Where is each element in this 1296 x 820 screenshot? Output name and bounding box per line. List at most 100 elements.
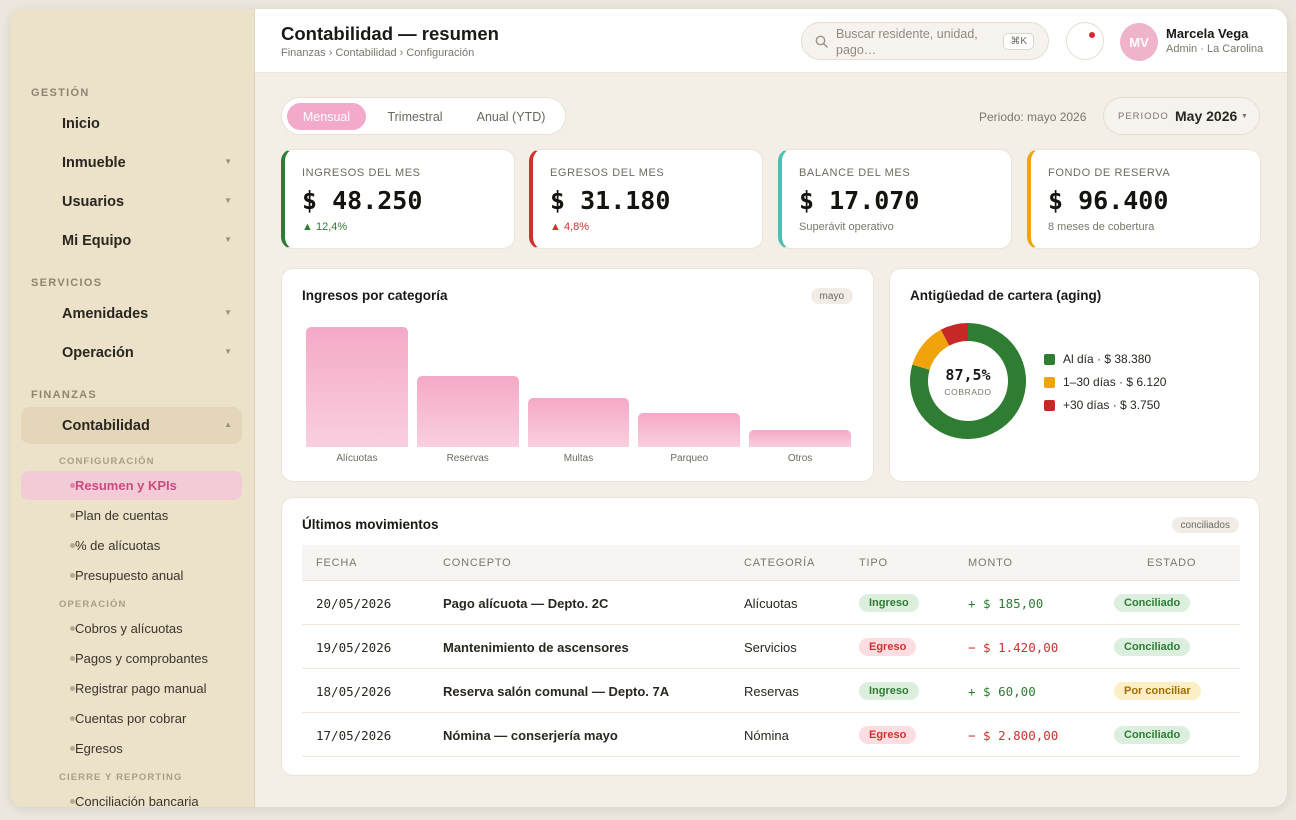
bar-labels: Alícuotas Reservas Multas Parqueo Otros — [306, 453, 851, 467]
donut-slice-2 — [940, 323, 968, 346]
bar-plot-area — [306, 327, 851, 447]
kpi-label: FONDO DE RESERVA — [1048, 167, 1171, 179]
bar-4 — [749, 430, 851, 447]
kpi-trend: ▲ 4,8% — [550, 221, 589, 233]
type-badge: Ingreso — [859, 682, 919, 700]
tab-mensual[interactable]: Mensual — [287, 103, 366, 130]
subsection-title-cierre: CIERRE Y REPORTING — [59, 772, 183, 783]
donut-center-label: COBRADO — [944, 387, 992, 397]
bar-1 — [416, 376, 519, 447]
donut-slice-0 — [910, 323, 1026, 439]
kpi-card-egresos: EGRESOS DEL MES $ 31.180 ▲ 4,8% — [529, 149, 763, 249]
cell-concepto: Nómina — conserjería mayo — [443, 728, 618, 743]
chevron-down-icon: ▼ — [224, 235, 232, 244]
bar-0 — [306, 327, 408, 447]
kpi-card-ingresos: INGRESOS DEL MES $ 48.250 ▲ 12,4% — [281, 149, 515, 249]
movements-card: Últimos movimientos conciliados FECHA CO… — [281, 497, 1260, 776]
donut-slice-1 — [912, 329, 950, 370]
table-header: FECHA CONCEPTO CATEGORÍA TIPO MONTO ESTA… — [302, 545, 1240, 581]
sidebar-subitem-plan-de-cuentas[interactable]: Plan de cuentas — [21, 501, 242, 530]
sidebar-item-label: Contabilidad — [62, 417, 150, 434]
trend-up-icon: ▲ — [550, 221, 561, 233]
sidebar-item-label: Operación — [62, 344, 134, 361]
chevron-down-icon: ▼ — [224, 347, 232, 356]
cell-fecha: 20/05/2026 — [316, 596, 392, 611]
sidebar-subitem-label: Plan de cuentas — [75, 508, 169, 523]
notifications-button[interactable] — [1066, 22, 1104, 60]
sidebar-subitem-presupuesto[interactable]: Presupuesto anual — [21, 561, 242, 590]
kpi-value: $ 96.400 — [1048, 186, 1169, 215]
chevron-up-icon: ▲ — [224, 420, 232, 429]
income-chart-card: Ingresos por categoría mayo Alícuotas Res… — [281, 268, 874, 482]
cell-concepto: Pago alícuota — Depto. 2C — [443, 596, 609, 611]
donut-center-value: 87,5% — [945, 366, 991, 384]
user-role: Admin · La Carolina — [1166, 43, 1264, 55]
section-title-gestion: GESTIÓN — [31, 87, 90, 99]
tab-trimestral[interactable]: Trimestral — [387, 109, 443, 124]
shortcut-hint: ⌘K — [1003, 33, 1034, 50]
card-title: Ingresos por categoría — [302, 288, 448, 303]
search-input[interactable]: Buscar residente, unidad, pago… ⌘K — [801, 22, 1049, 60]
period-select[interactable]: PERIODO May 2026 ▼ — [1103, 97, 1260, 135]
sidebar-item-usuarios[interactable]: Usuarios ▼ — [21, 183, 242, 220]
sidebar-item-label: Mi Equipo — [62, 232, 132, 249]
tab-anual[interactable]: Anual (YTD) — [476, 109, 546, 124]
sidebar: GESTIÓN Inicio Inmueble ▼ Usuarios ▼ Mi Eq… — [10, 9, 255, 807]
table-row[interactable]: 19/05/2026 Mantenimiento de ascensores Ser… — [302, 625, 1240, 669]
chevron-down-icon: ▼ — [1241, 113, 1248, 120]
sidebar-subitem-cobros[interactable]: Cobros y alícuotas — [21, 614, 242, 643]
sidebar-item-mi-equipo[interactable]: Mi Equipo ▼ — [21, 222, 242, 259]
search-icon — [815, 35, 828, 48]
app-window: GESTIÓN Inicio Inmueble ▼ Usuarios ▼ Mi Eq… — [10, 9, 1287, 807]
page-title: Contabilidad — resumen — [281, 23, 499, 44]
bullet-icon — [70, 626, 75, 631]
period-chip: mayo — [810, 288, 853, 304]
kpi-trend-value: 12,4% — [315, 221, 348, 233]
sidebar-item-operacion[interactable]: Operación ▼ — [21, 334, 242, 371]
sidebar-subitem-pagos[interactable]: Pagos y comprobantes — [21, 644, 242, 673]
bullet-icon — [70, 513, 75, 518]
legend-swatch — [1044, 376, 1055, 388]
legend-swatch — [1044, 399, 1055, 411]
search-placeholder: Buscar residente, unidad, pago… — [836, 27, 978, 57]
table-row[interactable]: 17/05/2026 Nómina — conserjería mayo Nómin… — [302, 713, 1240, 757]
notification-dot-icon — [1089, 32, 1095, 38]
sidebar-subitem-alicuotas[interactable]: % de alícuotas — [21, 531, 242, 560]
sidebar-subitem-egresos[interactable]: Egresos — [21, 734, 242, 763]
table-row[interactable]: 18/05/2026 Reserva salón comunal — Depto.… — [302, 669, 1240, 713]
sidebar-item-inicio[interactable]: Inicio — [21, 105, 242, 142]
sidebar-subitem-resumen[interactable]: Resumen y KPIs — [21, 471, 242, 500]
card-title: Últimos movimientos — [302, 517, 439, 532]
period-select-label: PERIODO — [1118, 111, 1169, 122]
kpi-label: BALANCE DEL MES — [799, 167, 911, 179]
status-badge: Por conciliar — [1114, 682, 1201, 700]
bar-label: Parqueo — [670, 453, 709, 464]
bullet-icon — [70, 573, 75, 578]
sidebar-item-inmueble[interactable]: Inmueble ▼ — [21, 144, 242, 181]
kpi-card-balance: BALANCE DEL MES $ 17.070 Superávit opera… — [778, 149, 1012, 249]
bar-label: Multas — [563, 453, 594, 464]
kpi-card-fondo-reserva: FONDO DE RESERVA $ 96.400 8 meses de cob… — [1027, 149, 1261, 249]
sidebar-item-amenidades[interactable]: Amenidades ▼ — [21, 295, 242, 332]
sidebar-subitem-label: Pagos y comprobantes — [75, 651, 208, 666]
sidebar-item-label: Inicio — [62, 115, 100, 132]
kpi-trend-value: 4,8% — [563, 221, 590, 233]
user-name: Marcela Vega — [1166, 26, 1249, 41]
sidebar-subitem-label: % de alícuotas — [75, 538, 161, 553]
sidebar-subitem-conciliacion[interactable]: Conciliación bancaria — [21, 787, 242, 807]
cell-monto: + $ 60,00 — [968, 684, 1036, 699]
period-tabs: Mensual Trimestral Anual (YTD) — [281, 97, 566, 135]
donut-chart — [910, 323, 1026, 439]
sidebar-item-contabilidad[interactable]: Contabilidad ▲ — [21, 407, 242, 444]
avatar[interactable]: MV — [1120, 23, 1158, 61]
sidebar-subitem-registrar-pago[interactable]: Registrar pago manual — [21, 674, 242, 703]
sidebar-subitem-cuentas-por-cobrar[interactable]: Cuentas por cobrar — [21, 704, 242, 733]
bullet-icon — [70, 483, 75, 488]
legend-label: 1–30 días · $ 6.120 — [1063, 375, 1167, 389]
kpi-value: $ 48.250 — [302, 186, 423, 215]
table-row[interactable]: 20/05/2026 Pago alícuota — Depto. 2C Alícu… — [302, 581, 1240, 625]
sidebar-item-label: Amenidades — [62, 305, 149, 322]
status-badge: Conciliado — [1114, 638, 1191, 656]
sidebar-item-label: Usuarios — [62, 193, 125, 210]
cell-monto: − $ 2.800,00 — [968, 728, 1059, 743]
